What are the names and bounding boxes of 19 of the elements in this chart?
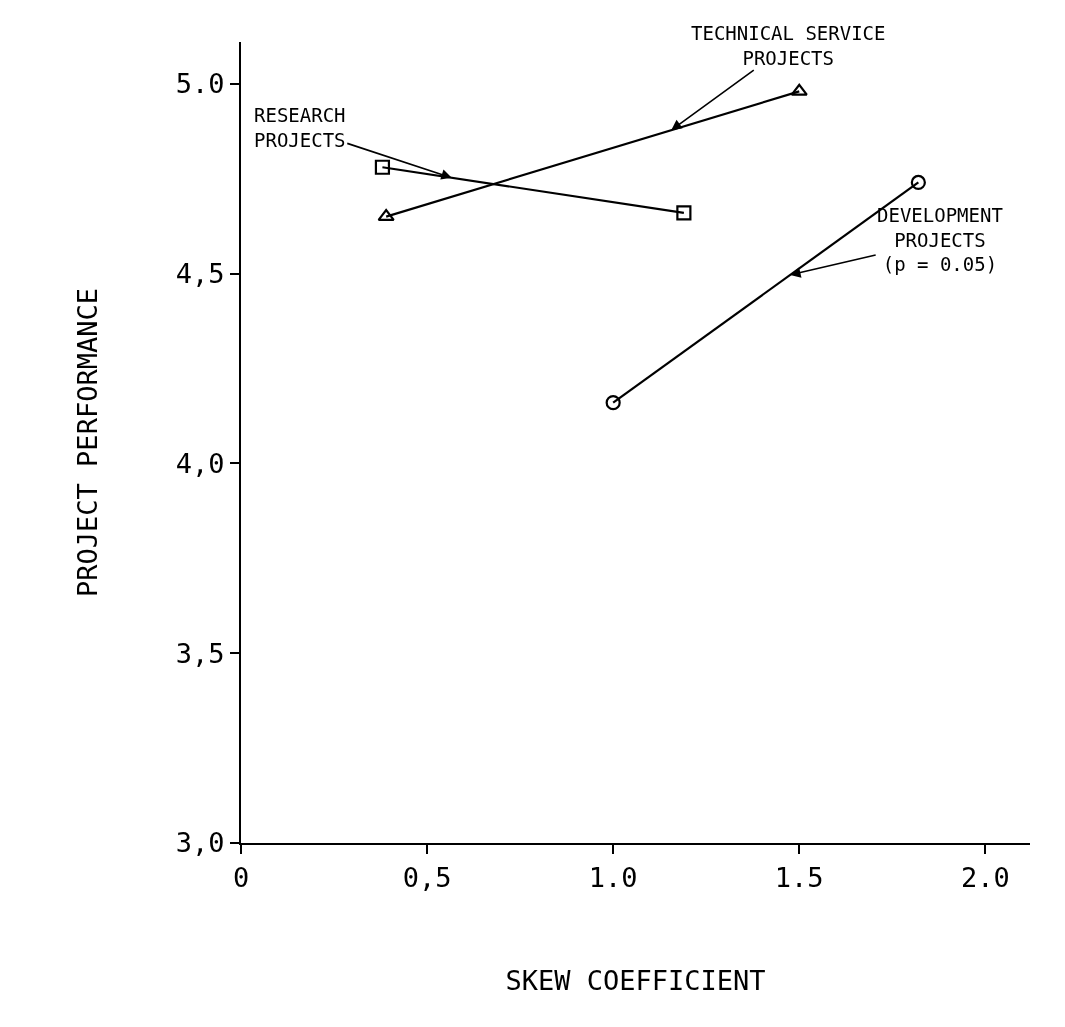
- point: [676, 205, 692, 221]
- x-tick-label: 0: [232, 861, 250, 893]
- y-tick-label: 3,0: [175, 827, 225, 859]
- text: TECHNICAL SERVICE PROJECTS: [691, 22, 886, 69]
- series-label: RESEARCH PROJECTS: [254, 104, 346, 151]
- x-tick-label: 0,5: [402, 861, 452, 893]
- point: [374, 159, 391, 175]
- x-axis-title: SKEW COEFFICIENT: [505, 965, 766, 997]
- point: [910, 174, 926, 191]
- point: [605, 395, 621, 411]
- x-tick-label: 2.0: [960, 861, 1010, 893]
- y-tick-label: 5.0: [175, 68, 225, 100]
- y-axis-title: PROJECT PERFORMANCE: [72, 288, 104, 597]
- y-tick-label: 3,5: [175, 637, 225, 669]
- x-tick-label: 1.0: [588, 861, 638, 893]
- x-tick-label: 1.5: [774, 861, 824, 893]
- y-tick-label: 4,0: [175, 447, 225, 479]
- y-tick-label: 4,5: [175, 258, 225, 290]
- series-label: DEVELOPMENT PROJECTS (p = 0.05): [877, 204, 1003, 276]
